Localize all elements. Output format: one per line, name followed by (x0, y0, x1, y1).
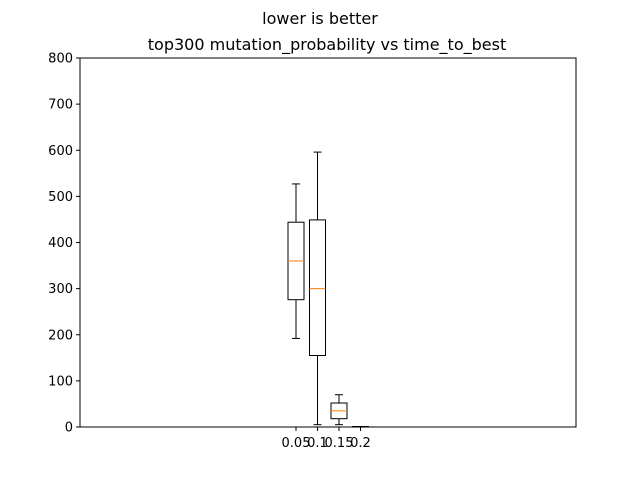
y-tick-label: 0 (65, 421, 73, 436)
y-axis: 0 100 200 300 400 500 600 700 800 (48, 52, 80, 436)
y-tick-label: 400 (48, 236, 73, 251)
x-tick-label: 0.2 (350, 436, 371, 451)
box-0.15 (330, 394, 348, 426)
box-iqr (309, 219, 326, 357)
y-tick-label: 600 (48, 144, 73, 159)
figure-suptitle: lower is better (262, 9, 378, 28)
x-axis: 0.050.10.150.2 (282, 427, 371, 451)
x-tick-label: 0.1 (307, 436, 328, 451)
boxes-group (287, 151, 369, 428)
y-tick-label: 300 (48, 282, 73, 297)
y-tick-label: 200 (48, 328, 73, 343)
y-tick-label: 800 (48, 52, 73, 67)
chart-title: top300 mutation_probability vs time_to_b… (148, 35, 506, 55)
y-tick-label: 100 (48, 374, 73, 389)
x-tick-label: 0.05 (282, 436, 311, 451)
y-tick-label: 500 (48, 190, 73, 205)
box-0.05 (287, 183, 305, 339)
plot-frame (79, 57, 577, 428)
y-tick-label: 700 (48, 98, 73, 113)
box-0.1 (309, 151, 326, 426)
x-tick-label: 0.15 (325, 436, 354, 451)
